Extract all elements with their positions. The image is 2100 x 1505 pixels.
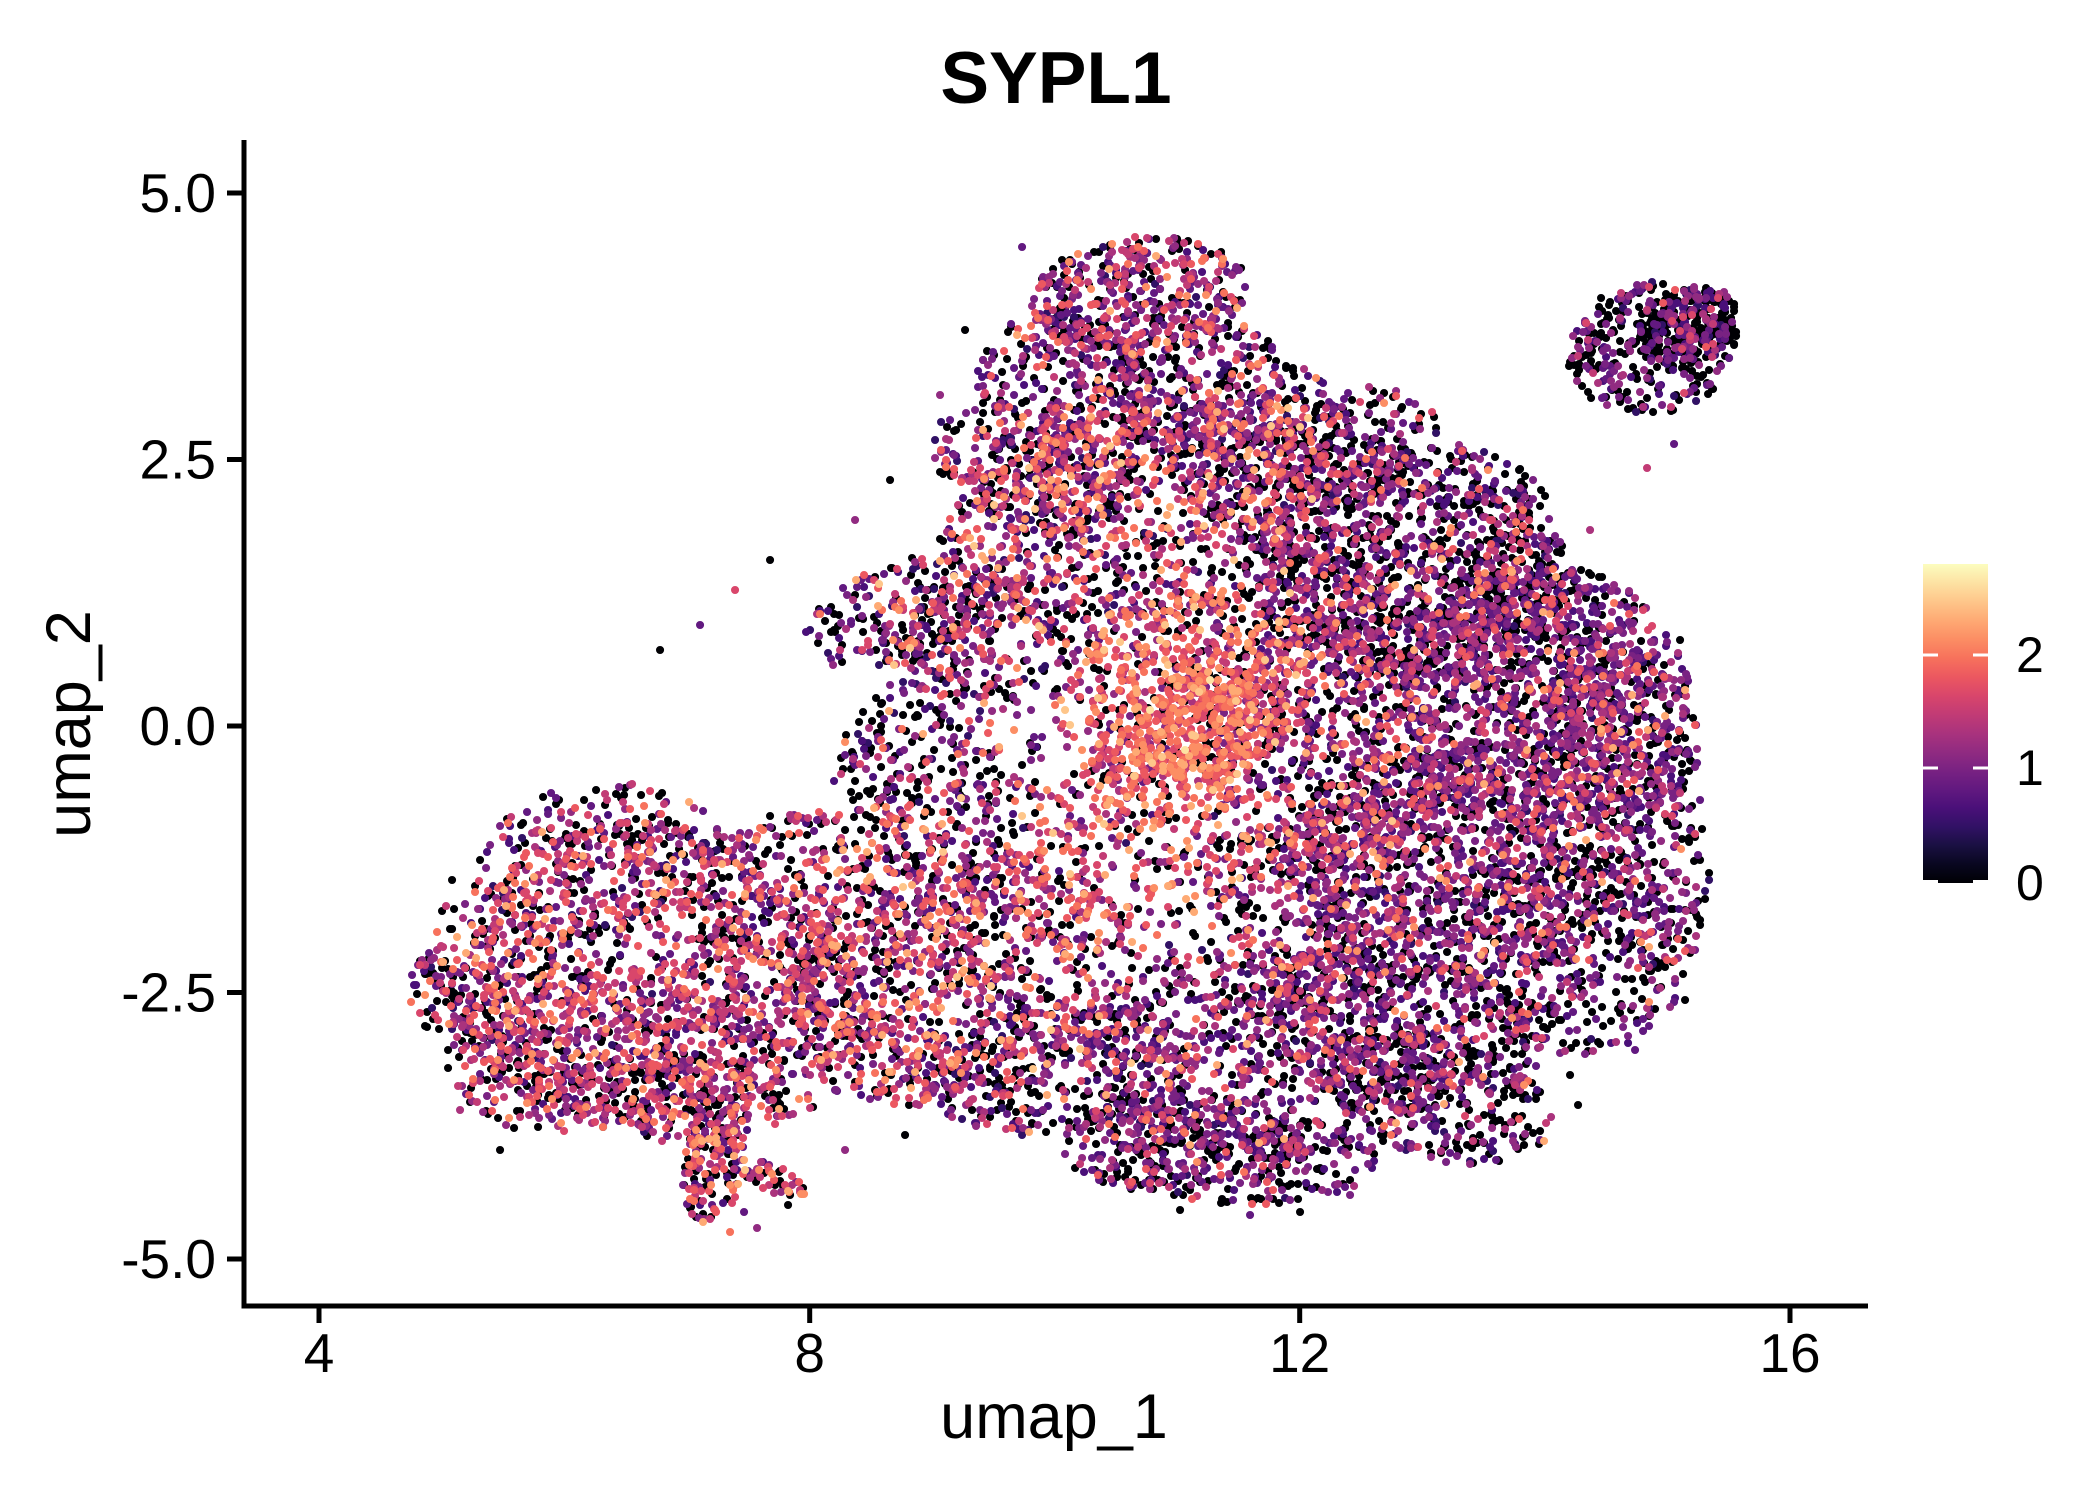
svg-text:16: 16 [1759, 1322, 1820, 1384]
svg-text:umap_1: umap_1 [940, 1382, 1168, 1452]
svg-text:4: 4 [304, 1322, 335, 1384]
svg-text:SYPL1: SYPL1 [940, 38, 1171, 119]
svg-text:0: 0 [2016, 855, 2044, 911]
svg-text:-2.5: -2.5 [121, 962, 216, 1024]
svg-text:0.0: 0.0 [140, 695, 216, 757]
svg-text:umap_2: umap_2 [34, 610, 104, 838]
svg-text:12: 12 [1269, 1322, 1330, 1384]
svg-text:2: 2 [2016, 627, 2044, 683]
svg-text:5.0: 5.0 [140, 162, 216, 224]
svg-text:-5.0: -5.0 [121, 1228, 216, 1290]
svg-text:2.5: 2.5 [140, 429, 216, 491]
svg-text:8: 8 [794, 1322, 825, 1384]
svg-text:1: 1 [2016, 740, 2044, 796]
